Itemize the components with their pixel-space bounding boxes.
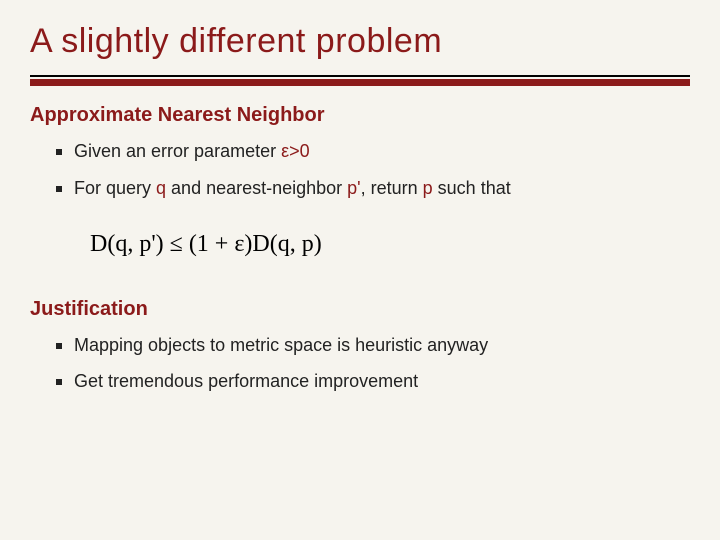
list-item: For query q and nearest-neighbor p', ret…	[74, 174, 690, 203]
list-item: Mapping objects to metric space is heuri…	[74, 331, 690, 360]
bullet-list-ann: Given an error parameter ε>0 For query q…	[74, 137, 690, 203]
bullet-list-justification: Mapping objects to metric space is heuri…	[74, 331, 690, 397]
text: Mapping objects to metric space is heuri…	[74, 335, 488, 355]
text: and nearest-neighbor	[166, 178, 347, 198]
text: Given an error parameter	[74, 141, 281, 161]
text: For query	[74, 178, 156, 198]
highlight-epsilon: ε>0	[281, 141, 310, 161]
list-item: Get tremendous performance improvement	[74, 367, 690, 396]
section-heading-ann: Approximate Nearest Neighbor	[30, 104, 690, 127]
section-heading-justification: Justification	[30, 298, 690, 321]
highlight-p-prime: p'	[347, 178, 360, 198]
text: such that	[433, 178, 511, 198]
text: Get tremendous performance improvement	[74, 371, 418, 391]
formula: D(q, p') ≤ (1 + ε)D(q, p)	[90, 231, 690, 258]
text: , return	[361, 178, 423, 198]
slide-title: A slightly different problem	[30, 22, 690, 71]
highlight-q: q	[156, 178, 166, 198]
slide: A slightly different problem Approximate…	[0, 0, 720, 434]
rule-thick	[30, 79, 690, 86]
title-rule	[30, 75, 690, 86]
rule-thin	[30, 75, 690, 77]
highlight-p: p	[423, 178, 433, 198]
list-item: Given an error parameter ε>0	[74, 137, 690, 166]
